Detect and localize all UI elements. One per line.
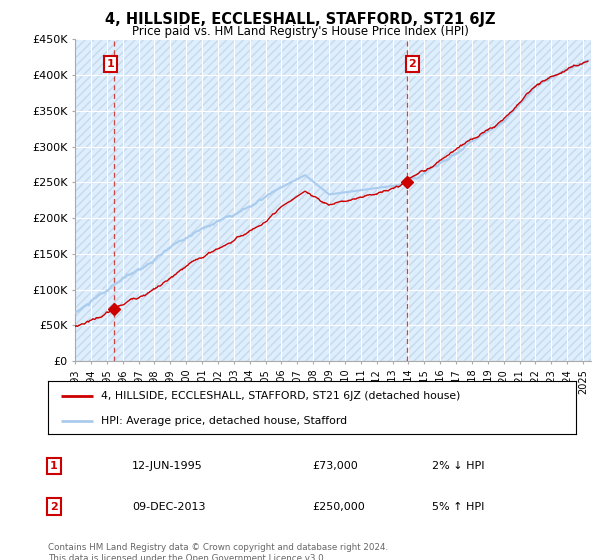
Text: 1: 1 <box>107 59 115 69</box>
Text: £73,000: £73,000 <box>312 461 358 471</box>
Text: £250,000: £250,000 <box>312 502 365 512</box>
Text: Contains HM Land Registry data © Crown copyright and database right 2024.
This d: Contains HM Land Registry data © Crown c… <box>48 543 388 560</box>
Text: 09-DEC-2013: 09-DEC-2013 <box>132 502 205 512</box>
Text: Price paid vs. HM Land Registry's House Price Index (HPI): Price paid vs. HM Land Registry's House … <box>131 25 469 38</box>
Text: 12-JUN-1995: 12-JUN-1995 <box>132 461 203 471</box>
Text: 1: 1 <box>50 461 58 471</box>
Text: 4, HILLSIDE, ECCLESHALL, STAFFORD, ST21 6JZ (detached house): 4, HILLSIDE, ECCLESHALL, STAFFORD, ST21 … <box>101 391 460 401</box>
Text: 2: 2 <box>409 59 416 69</box>
Text: 2: 2 <box>50 502 58 512</box>
Text: 4, HILLSIDE, ECCLESHALL, STAFFORD, ST21 6JZ: 4, HILLSIDE, ECCLESHALL, STAFFORD, ST21 … <box>105 12 495 27</box>
Text: HPI: Average price, detached house, Stafford: HPI: Average price, detached house, Staf… <box>101 416 347 426</box>
Text: 2% ↓ HPI: 2% ↓ HPI <box>432 461 485 471</box>
Text: 5% ↑ HPI: 5% ↑ HPI <box>432 502 484 512</box>
